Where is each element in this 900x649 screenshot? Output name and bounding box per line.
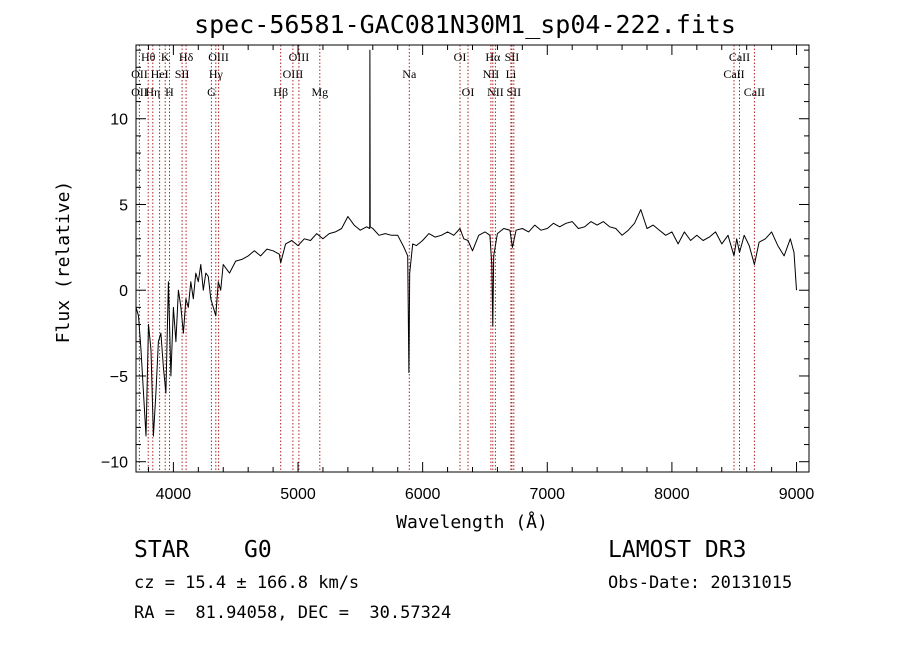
line-label: G bbox=[207, 85, 216, 99]
axis-ticks: 4000 5000 6000 7000 8000 9000 −10 −5 0 5 10 bbox=[101, 45, 815, 503]
observation-date: Obs-Date: 20131015 bbox=[608, 573, 793, 593]
sky-coordinates: RA = 81.94058, DEC = 30.57324 bbox=[134, 603, 452, 623]
x-tick-label: 6000 bbox=[405, 486, 441, 503]
line-label: K bbox=[161, 50, 170, 64]
line-label: CaII bbox=[744, 85, 765, 99]
line-label: Hδ bbox=[179, 50, 194, 64]
line-label: OIII bbox=[208, 50, 229, 64]
line-label: SII bbox=[506, 85, 521, 99]
chart-title: spec-56581-GAC081N30M1_sp04-222.fits bbox=[194, 10, 736, 39]
y-axis-label: Flux (relative) bbox=[53, 181, 74, 344]
line-label: Hα bbox=[485, 50, 501, 64]
line-label: CaII bbox=[723, 67, 744, 81]
line-label: OI bbox=[462, 85, 475, 99]
y-tick-label: −5 bbox=[110, 369, 128, 386]
line-markers bbox=[138, 45, 755, 472]
line-label: SII bbox=[505, 50, 520, 64]
line-label: Hγ bbox=[209, 67, 224, 81]
line-label: OI bbox=[454, 50, 467, 64]
line-label: NII bbox=[483, 67, 500, 81]
line-label: OIII bbox=[289, 50, 310, 64]
y-tick-label: 10 bbox=[110, 112, 128, 129]
line-label: SII bbox=[175, 67, 190, 81]
x-tick-label: 9000 bbox=[779, 486, 815, 503]
line-label: H bbox=[165, 85, 174, 99]
line-label: NII bbox=[487, 85, 504, 99]
line-label: CaII bbox=[729, 50, 750, 64]
line-label: Hθ bbox=[141, 50, 156, 64]
line-label: HeI bbox=[151, 67, 169, 81]
plot-frame bbox=[135, 44, 810, 473]
y-tick-label: 0 bbox=[119, 283, 128, 300]
spectrum-line-0 bbox=[135, 49, 797, 437]
x-tick-label: 4000 bbox=[156, 486, 192, 503]
line-label: Hη bbox=[145, 85, 160, 99]
spectral-subclass: G0 bbox=[244, 537, 272, 563]
y-tick-label: 5 bbox=[119, 197, 128, 214]
x-tick-label: 7000 bbox=[529, 486, 565, 503]
y-tick-label: −10 bbox=[101, 455, 128, 472]
line-label: OII bbox=[131, 67, 148, 81]
line-label: OII bbox=[131, 85, 148, 99]
x-tick-label: 8000 bbox=[654, 486, 690, 503]
x-axis-label: Wavelength (Å) bbox=[396, 511, 548, 533]
survey-name: LAMOST DR3 bbox=[608, 537, 747, 563]
spectral-class: STAR bbox=[134, 537, 190, 563]
x-tick-label: 5000 bbox=[280, 486, 316, 503]
line-label: Mg bbox=[311, 85, 328, 99]
line-label: Li bbox=[506, 67, 517, 81]
line-label: Hβ bbox=[273, 85, 288, 99]
spectrum-series bbox=[135, 49, 797, 437]
line-label: Na bbox=[402, 67, 417, 81]
redshift-velocity: cz = 15.4 ± 166.8 km/s bbox=[134, 573, 360, 593]
line-label: OIII bbox=[283, 67, 304, 81]
